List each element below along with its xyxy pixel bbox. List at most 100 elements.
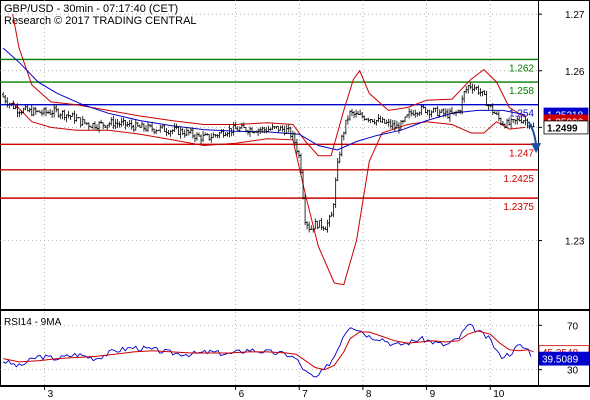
candle (214, 134, 217, 138)
candle (73, 110, 76, 124)
candle (201, 131, 205, 143)
candle (430, 110, 433, 118)
candle (332, 203, 335, 218)
moving-average-line (2, 47, 526, 151)
chart-copyright: Research © 2017 TRADING CENTRAL (4, 15, 197, 27)
candle (462, 90, 466, 103)
candle (481, 90, 484, 97)
candle (348, 110, 352, 121)
last_price-box (543, 120, 589, 135)
candle (485, 90, 488, 107)
candle (181, 128, 184, 136)
x-tick-label: 9 (430, 389, 436, 400)
candle (108, 122, 111, 128)
candle (167, 129, 170, 135)
candle (24, 104, 27, 111)
rsi-y-tick-label: 30 (567, 366, 579, 377)
candle (314, 218, 317, 230)
candle (8, 102, 11, 109)
x-tick-label: 6 (239, 389, 245, 400)
candle (69, 115, 72, 120)
candle (242, 122, 246, 129)
candle (30, 105, 33, 117)
candle (505, 118, 509, 129)
candle (414, 109, 417, 118)
price-panel-frame (0, 0, 590, 310)
candle (467, 84, 470, 94)
candle (81, 115, 84, 126)
candle (163, 124, 166, 132)
candle (495, 111, 499, 116)
candle (360, 112, 364, 119)
axis-layer: 36789101.271.261.251.2370301.252181.2509… (44, 10, 590, 400)
candle (18, 110, 21, 118)
resistance-level-label: 1.262 (509, 63, 534, 74)
candle (65, 114, 68, 123)
rsi-panel-frame (0, 310, 590, 386)
bollinger-lower-band (12, 101, 526, 286)
candle (291, 130, 295, 141)
candle (338, 151, 341, 164)
candle (59, 113, 62, 120)
candle (297, 150, 301, 159)
last_price: 1.2499 (543, 120, 589, 135)
candle (477, 85, 480, 95)
rsi_badge-box (538, 351, 590, 366)
candle (234, 121, 237, 130)
candle (259, 127, 262, 135)
candle (471, 83, 474, 94)
rsi-y-tick-label: 70 (567, 321, 579, 332)
candle (265, 127, 268, 134)
candle (469, 82, 472, 90)
last_price-label: 1.2499 (547, 123, 578, 134)
candle (134, 119, 137, 131)
y-tick-label: 1.23 (565, 237, 585, 248)
candle (132, 124, 135, 133)
candle (422, 104, 425, 109)
candle (340, 134, 343, 157)
candle (152, 128, 156, 135)
candle (22, 107, 25, 114)
rsi-panel (2, 323, 534, 378)
candle (122, 117, 125, 126)
candle (83, 119, 86, 125)
candle (448, 108, 452, 122)
y-tick-label: 1.26 (565, 67, 585, 78)
candle (326, 219, 329, 233)
candle (140, 121, 144, 128)
candle (232, 121, 235, 136)
candle (375, 119, 378, 126)
forecast-arrow-head (531, 143, 542, 154)
candle (71, 112, 74, 117)
candle (373, 118, 376, 125)
x-tick-label: 3 (48, 389, 54, 400)
candle (277, 126, 280, 133)
candle (420, 103, 423, 116)
candle (203, 132, 207, 136)
candle (44, 106, 48, 117)
candle (195, 132, 199, 141)
candle (344, 119, 348, 135)
chart-frame (0, 0, 590, 387)
candle (32, 106, 35, 117)
candle (63, 109, 66, 121)
candle (120, 117, 123, 127)
candle (52, 103, 56, 118)
candle (381, 116, 384, 123)
candle (116, 118, 119, 128)
candle (101, 122, 105, 130)
candle (395, 120, 399, 129)
y-tick-label: 1.27 (565, 10, 585, 21)
candle (199, 134, 203, 145)
candle (67, 110, 70, 119)
candle (356, 110, 360, 116)
candle (416, 112, 419, 117)
resistance-level-label: 1.258 (509, 86, 534, 97)
candle (391, 119, 394, 130)
candle (436, 106, 439, 117)
x-tick-label: 10 (493, 389, 505, 400)
candle (46, 110, 50, 114)
candle (454, 110, 458, 117)
candle (267, 125, 270, 132)
support-level-label: 1.2425 (503, 174, 534, 185)
